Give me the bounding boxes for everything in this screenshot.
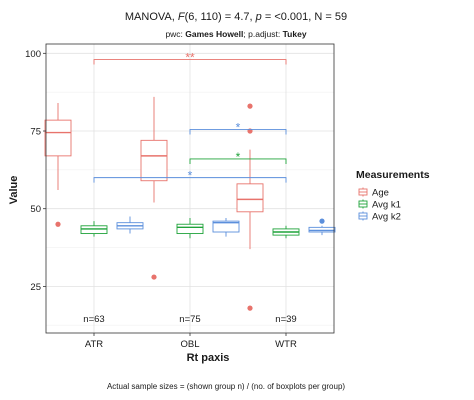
legend-item-label: Age (372, 188, 389, 199)
significance-bracket: * (189, 150, 287, 164)
outlier-point (319, 218, 325, 224)
significance-bracket: ** (93, 51, 287, 65)
boxplot-age-obl (140, 96, 168, 280)
significance-label: * (236, 150, 241, 164)
significance-bracket: * (189, 120, 287, 135)
group-n-label: n=63 (83, 314, 104, 325)
box-iqr (80, 225, 108, 235)
box-iqr (212, 220, 240, 233)
axes: 25 50 75 100 ATR OBL WTR (25, 49, 297, 350)
chart-subtitle: pwc: Games Howell; p.adjust: Tukey (165, 29, 306, 39)
x-tick-label: WTR (275, 339, 297, 350)
significance-label: ** (185, 51, 195, 65)
legend-item-avg-k1: Avg k1 (358, 199, 401, 211)
y-tick-label: 75 (30, 127, 41, 138)
boxplot-avg-k2-wtr (308, 218, 336, 236)
y-tick-label: 25 (30, 282, 41, 293)
boxplot-avg-k2-atr (116, 216, 144, 234)
group-n-label: n=39 (275, 314, 296, 325)
boxplot-avg-k2-obl (212, 218, 240, 237)
x-tick-label: OBL (180, 339, 199, 350)
bracket-line (189, 129, 287, 135)
legend-item-label: Avg k2 (372, 212, 401, 223)
boxplot-avg-k1-obl (176, 218, 204, 239)
bracket-line (189, 158, 287, 164)
y-tick-label: 100 (25, 49, 41, 60)
boxplot-age-wtr (236, 103, 264, 311)
box-iqr (176, 223, 204, 235)
legend-item-age: Age (358, 187, 389, 199)
y-axis-title: Value (8, 176, 20, 205)
outlier-point (55, 221, 61, 227)
box-iqr (140, 139, 168, 182)
box-iqr (308, 226, 336, 233)
legend-title: Measurements (356, 169, 430, 181)
outlier-point (247, 103, 253, 109)
group-n-label: n=75 (179, 314, 200, 325)
legend-item-label: Avg k1 (372, 200, 401, 211)
box-iqr (236, 183, 264, 213)
outlier-point (247, 305, 253, 311)
chart-caption: Actual sample sizes = (shown group n) / … (107, 382, 345, 391)
bracket-line (93, 177, 287, 183)
bracket-line (93, 59, 287, 65)
grid-lines (46, 44, 334, 333)
y-tick-label: 50 (30, 204, 41, 215)
boxplot-age-atr (44, 103, 72, 227)
outlier-point (151, 274, 157, 280)
legend-item-avg-k2: Avg k2 (358, 211, 401, 223)
plot-marks: *****n=63 n=75 n=39 (44, 51, 336, 325)
x-tick-label: ATR (85, 339, 103, 350)
chart-title: MANOVA, F(6, 110) = 4.7, p = <0.001, N =… (125, 11, 347, 23)
x-axis-title: Rt paxis (187, 352, 230, 364)
significance-bracket: * (93, 169, 287, 183)
boxplot-avg-k1-atr (80, 221, 108, 237)
significance-label: * (236, 120, 241, 134)
significance-label: * (188, 169, 193, 183)
box-iqr (44, 119, 72, 157)
boxplot-avg-k1-wtr (272, 225, 300, 239)
